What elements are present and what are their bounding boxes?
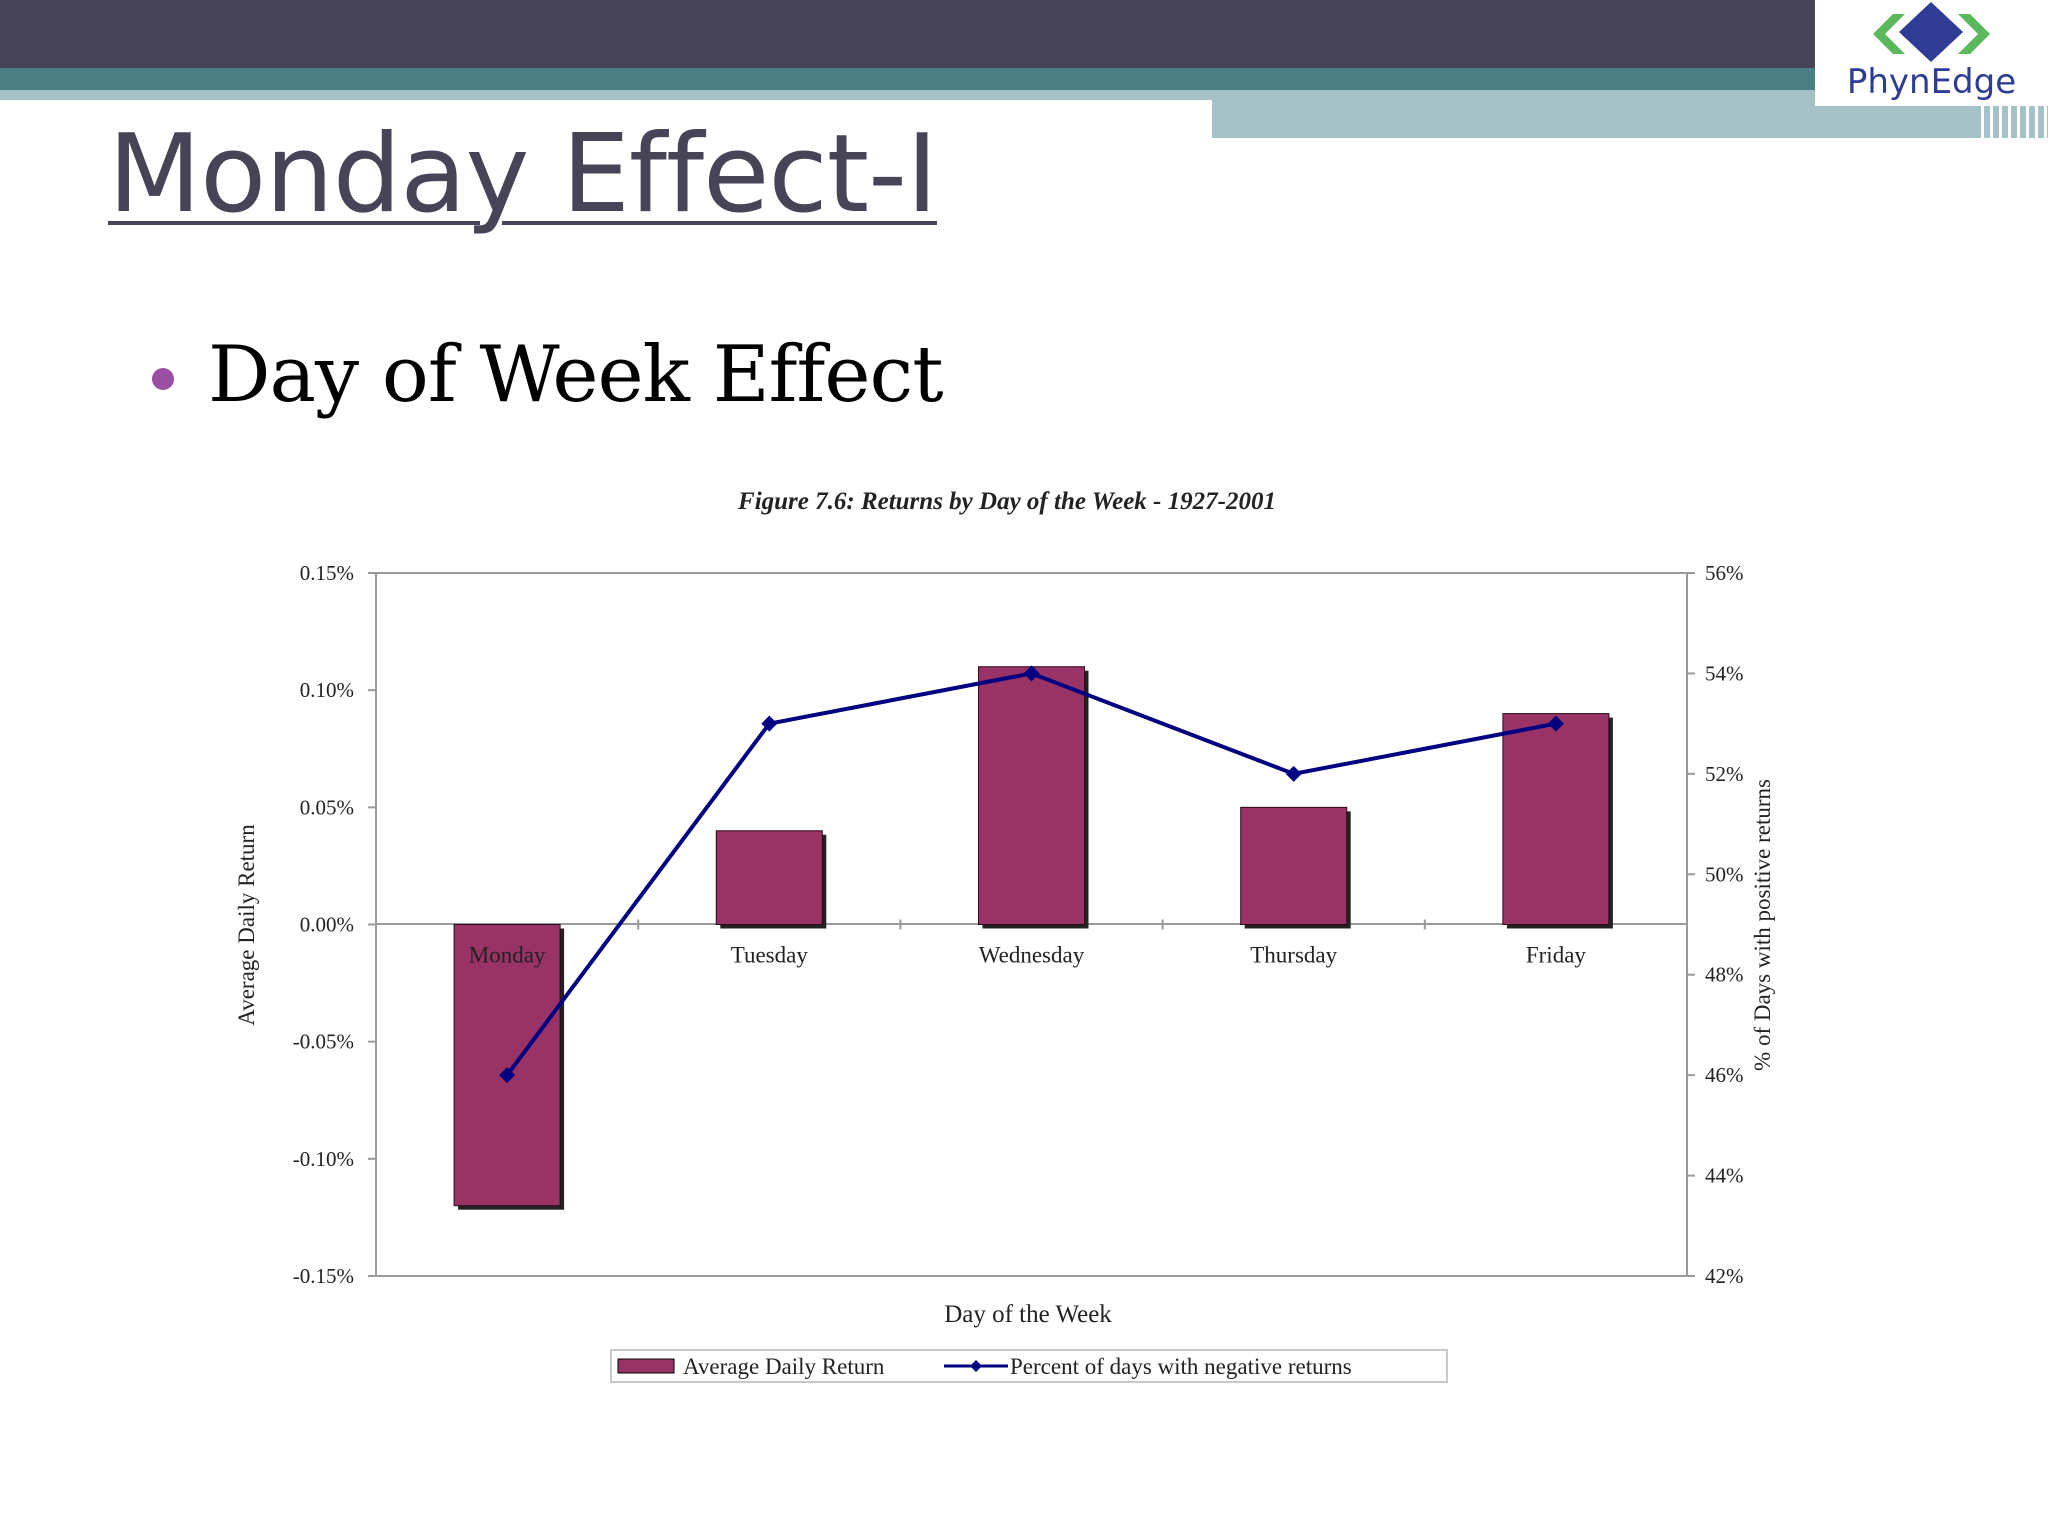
- bar: [453, 924, 561, 1207]
- category-label: Tuesday: [731, 943, 809, 968]
- bar-series: [453, 666, 1613, 1210]
- y-axis-label: Average Daily Return: [234, 824, 259, 1026]
- y-tick-label: -0.05%: [293, 1030, 354, 1054]
- bullet-icon: [152, 368, 174, 390]
- legend-bar-swatch: [617, 1358, 675, 1374]
- header-band-dark: [0, 0, 1815, 68]
- y2-tick-label: 52%: [1705, 762, 1744, 786]
- chart-title: Figure 7.6: Returns by Day of the Week -…: [737, 488, 1276, 515]
- category-label: Friday: [1526, 943, 1587, 968]
- logo: PhynEdge: [1815, 0, 2048, 106]
- y-axis-ticks: 0.15% 0.10% 0.05% 0.00% -0.05% -0.10% -0.15%: [293, 561, 376, 1288]
- y2-tick-label: 48%: [1705, 963, 1744, 987]
- y2-axis-label: % of Days with positive returns: [1750, 779, 1775, 1071]
- line-point: [1285, 765, 1302, 782]
- line-point: [761, 715, 778, 732]
- y-tick-label: 0.00%: [300, 913, 354, 937]
- legend-bar-label: Average Daily Return: [683, 1354, 885, 1379]
- header-stripes: [1975, 106, 2048, 138]
- bar: [1502, 713, 1610, 925]
- line-point: [1023, 665, 1040, 682]
- legend: Average Daily Return Percent of days wit…: [610, 1349, 1448, 1383]
- bar: [715, 830, 823, 925]
- legend-line-marker: [970, 1360, 982, 1372]
- y2-tick-label: 56%: [1705, 561, 1744, 585]
- line-series: [499, 665, 1564, 1084]
- y-tick-label: 0.10%: [300, 678, 354, 702]
- diamond-logo-icon: [1873, 2, 1990, 62]
- y2-tick-label: 44%: [1705, 1164, 1744, 1188]
- x-axis-label: Day of the Week: [944, 1301, 1112, 1328]
- y-tick-label: 0.15%: [300, 561, 354, 585]
- y-tick-label: 0.05%: [300, 795, 354, 819]
- y2-tick-label: 50%: [1705, 862, 1744, 886]
- bullet-text: Day of Week Effect: [208, 330, 944, 420]
- y-tick-label: -0.10%: [293, 1147, 354, 1171]
- y2-tick-label: 54%: [1705, 661, 1744, 685]
- legend-line-label: Percent of days with negative returns: [1010, 1354, 1352, 1379]
- header-band-light-left: [0, 90, 1212, 100]
- page-title: Monday Effect-I: [108, 112, 938, 237]
- category-label: Monday: [469, 943, 546, 968]
- y-tick-label: -0.15%: [293, 1264, 354, 1288]
- y2-tick-label: 42%: [1705, 1264, 1744, 1288]
- bar: [1240, 806, 1348, 925]
- category-label: Wednesday: [979, 943, 1085, 968]
- bar: [978, 666, 1085, 925]
- logo-text: PhynEdge: [1846, 62, 2017, 102]
- logo-chevron-left: [1873, 14, 1905, 54]
- line-point: [499, 1067, 516, 1084]
- category-labels: Monday Tuesday Wednesday Thursday Friday: [469, 943, 1587, 968]
- logo-diamond: [1899, 2, 1963, 62]
- header-band-teal: [0, 68, 1815, 90]
- y2-axis-ticks: 56% 54% 52% 50% 48% 46% 44% 42%: [1687, 561, 1744, 1288]
- legend-box: [610, 1349, 1448, 1383]
- y2-tick-label: 46%: [1705, 1063, 1744, 1087]
- x-axis-ticks: [637, 919, 1426, 930]
- category-label: Thursday: [1250, 943, 1337, 968]
- logo-chevron-right: [1958, 14, 1990, 54]
- line-point: [1547, 715, 1564, 732]
